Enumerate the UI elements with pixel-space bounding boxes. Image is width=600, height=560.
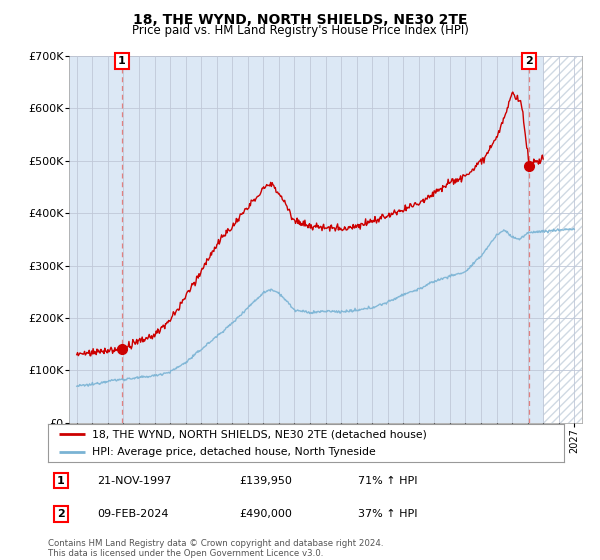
Text: 2: 2 bbox=[57, 509, 65, 519]
Text: 2: 2 bbox=[525, 56, 533, 66]
Bar bbox=[543, 56, 590, 423]
Text: 1: 1 bbox=[57, 475, 65, 486]
Text: Contains HM Land Registry data © Crown copyright and database right 2024.
This d: Contains HM Land Registry data © Crown c… bbox=[48, 539, 383, 558]
Text: 18, THE WYND, NORTH SHIELDS, NE30 2TE (detached house): 18, THE WYND, NORTH SHIELDS, NE30 2TE (d… bbox=[92, 429, 427, 439]
Text: 37% ↑ HPI: 37% ↑ HPI bbox=[358, 509, 417, 519]
Text: 71% ↑ HPI: 71% ↑ HPI bbox=[358, 475, 417, 486]
Text: 09-FEB-2024: 09-FEB-2024 bbox=[97, 509, 169, 519]
Text: 21-NOV-1997: 21-NOV-1997 bbox=[97, 475, 172, 486]
Text: 1: 1 bbox=[118, 56, 126, 66]
Text: Price paid vs. HM Land Registry's House Price Index (HPI): Price paid vs. HM Land Registry's House … bbox=[131, 24, 469, 37]
Text: £490,000: £490,000 bbox=[239, 509, 292, 519]
Text: £139,950: £139,950 bbox=[239, 475, 292, 486]
Text: 18, THE WYND, NORTH SHIELDS, NE30 2TE: 18, THE WYND, NORTH SHIELDS, NE30 2TE bbox=[133, 13, 467, 27]
Text: HPI: Average price, detached house, North Tyneside: HPI: Average price, detached house, Nort… bbox=[92, 447, 376, 458]
Bar bbox=[543, 56, 590, 423]
